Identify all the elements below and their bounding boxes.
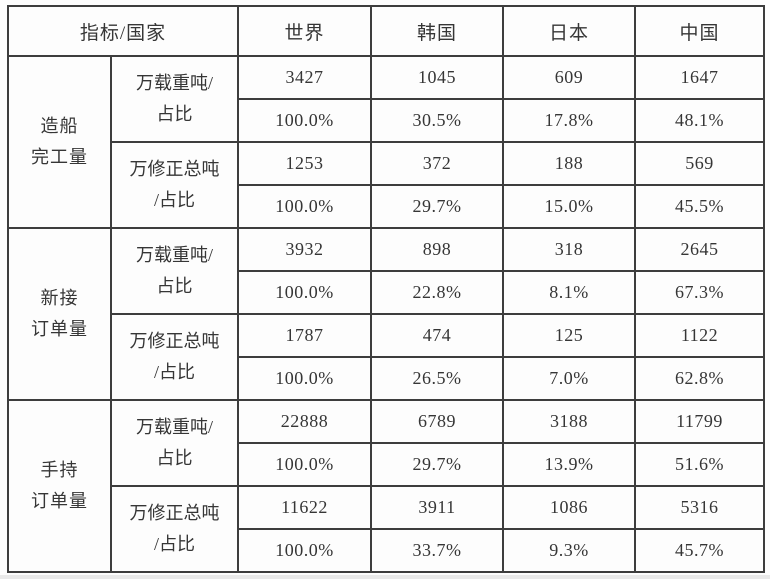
share-cell: 67.3%: [634, 270, 765, 315]
share-cell: 30.5%: [370, 98, 504, 143]
share-cell: 9.3%: [502, 528, 636, 573]
table-row: 万修正总吨 /占比 1787 474 125 1122: [8, 313, 765, 401]
value-cell: 318: [502, 227, 636, 272]
share-cell: 29.7%: [370, 442, 504, 487]
indicators-table: 指标/国家 世界 韩国 日本 中国 造船 完工量 万载重吨/ 占比 3427 1…: [7, 5, 765, 573]
share-cell: 29.7%: [370, 184, 504, 229]
share-cell: 45.7%: [634, 528, 765, 573]
header-col-china: 中国: [634, 5, 765, 57]
metric-label-cgt: 万修正总吨 /占比: [110, 141, 239, 229]
value-cell: 3932: [237, 227, 372, 272]
header-indicator-country: 指标/国家: [7, 5, 239, 57]
table-row: 手持 订单量 万载重吨/ 占比 22888 6789 3188 11799: [7, 399, 765, 573]
metric-label-cgt: 万修正总吨 /占比: [110, 485, 239, 573]
share-cell: 100.0%: [237, 184, 372, 229]
value-cell: 898: [370, 227, 504, 272]
value-cell: 125: [502, 313, 636, 358]
table-row: 100.0% 29.7% 13.9% 51.6%: [8, 442, 765, 487]
value-cell: 2645: [634, 227, 765, 272]
value-cell: 1253: [237, 141, 372, 186]
value-cell: 1122: [634, 313, 765, 358]
metric-label-dwt: 万载重吨/ 占比: [110, 399, 239, 487]
value-cell: 1045: [370, 55, 504, 100]
header-col-japan: 日本: [502, 5, 636, 57]
value-cell: 1086: [502, 485, 636, 530]
share-cell: 100.0%: [237, 528, 372, 573]
value-cell: 5316: [634, 485, 765, 530]
share-cell: 51.6%: [634, 442, 765, 487]
table-row: 100.0% 29.7% 15.0% 45.5%: [8, 184, 765, 229]
value-cell: 11622: [237, 485, 372, 530]
value-cell: 22888: [237, 399, 372, 444]
table-row: 100.0% 26.5% 7.0% 62.8%: [8, 356, 765, 401]
table-row: 万修正总吨 /占比 11622 3911 1086 5316: [8, 485, 765, 573]
table-row: 新接 订单量 万载重吨/ 占比 3932 898 318 2645: [7, 227, 765, 401]
metric-label-dwt: 万载重吨/ 占比: [110, 227, 239, 315]
share-cell: 15.0%: [502, 184, 636, 229]
value-cell: 569: [634, 141, 765, 186]
value-cell: 188: [502, 141, 636, 186]
page-bottom-edge: [0, 575, 770, 579]
value-cell: 11799: [634, 399, 765, 444]
table-row: 100.0% 30.5% 17.8% 48.1%: [8, 98, 765, 143]
table-row: 万修正总吨 /占比 1253 372 188 569: [8, 141, 765, 229]
share-cell: 62.8%: [634, 356, 765, 401]
table-row: 造船 完工量 万载重吨/ 占比 3427 1045 609 1647: [7, 55, 765, 229]
value-cell: 372: [370, 141, 504, 186]
share-cell: 26.5%: [370, 356, 504, 401]
share-cell: 33.7%: [370, 528, 504, 573]
share-cell: 22.8%: [370, 270, 504, 315]
share-cell: 100.0%: [237, 98, 372, 143]
share-cell: 17.8%: [502, 98, 636, 143]
value-cell: 1647: [634, 55, 765, 100]
metric-label-cgt: 万修正总吨 /占比: [110, 313, 239, 401]
value-cell: 474: [370, 313, 504, 358]
share-cell: 7.0%: [502, 356, 636, 401]
share-cell: 100.0%: [237, 270, 372, 315]
share-cell: 48.1%: [634, 98, 765, 143]
header-row: 指标/国家 世界 韩国 日本 中国: [7, 5, 765, 57]
share-cell: 8.1%: [502, 270, 636, 315]
table-row: 100.0% 33.7% 9.3% 45.7%: [8, 528, 765, 573]
group-label-new-orders: 新接 订单量: [7, 227, 112, 401]
group-label-order-book: 手持 订单量: [7, 399, 112, 573]
header-col-korea: 韩国: [370, 5, 504, 57]
header-col-world: 世界: [237, 5, 372, 57]
table-row: 100.0% 22.8% 8.1% 67.3%: [8, 270, 765, 315]
value-cell: 3911: [370, 485, 504, 530]
metric-label-dwt: 万载重吨/ 占比: [110, 55, 239, 143]
value-cell: 3188: [502, 399, 636, 444]
group-label-completions: 造船 完工量: [7, 55, 112, 229]
share-cell: 45.5%: [634, 184, 765, 229]
value-cell: 6789: [370, 399, 504, 444]
share-cell: 13.9%: [502, 442, 636, 487]
value-cell: 1787: [237, 313, 372, 358]
value-cell: 3427: [237, 55, 372, 100]
share-cell: 100.0%: [237, 442, 372, 487]
value-cell: 609: [502, 55, 636, 100]
share-cell: 100.0%: [237, 356, 372, 401]
